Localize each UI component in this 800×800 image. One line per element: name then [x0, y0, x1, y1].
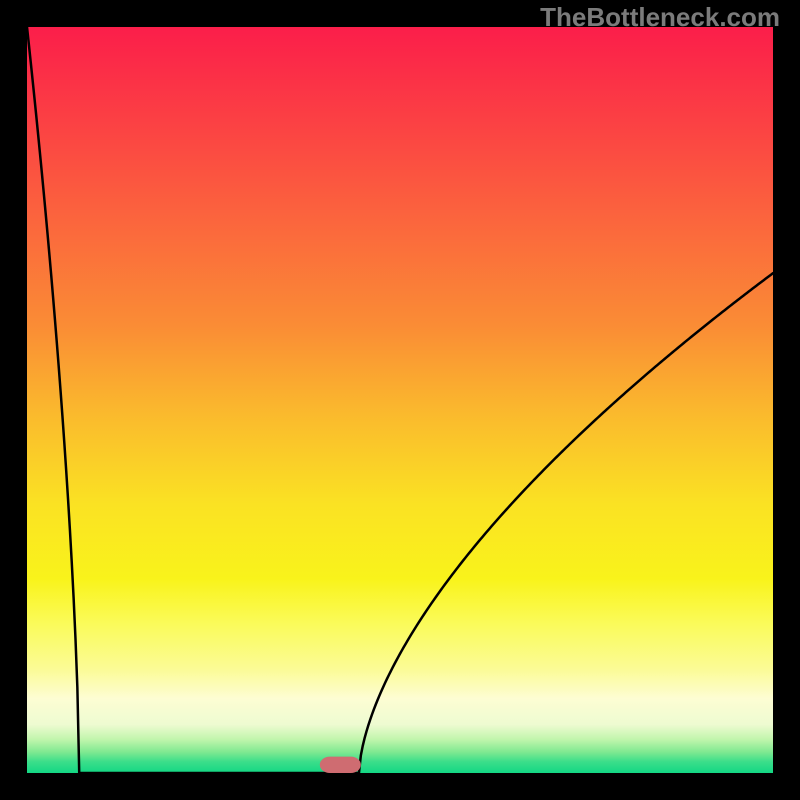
- watermark-text: TheBottleneck.com: [540, 2, 780, 33]
- bottleneck-curve-chart: [27, 27, 773, 773]
- plot-area: [27, 27, 773, 773]
- gradient-background: [27, 27, 773, 773]
- chart-container: TheBottleneck.com: [0, 0, 800, 800]
- optimal-marker: [320, 757, 361, 773]
